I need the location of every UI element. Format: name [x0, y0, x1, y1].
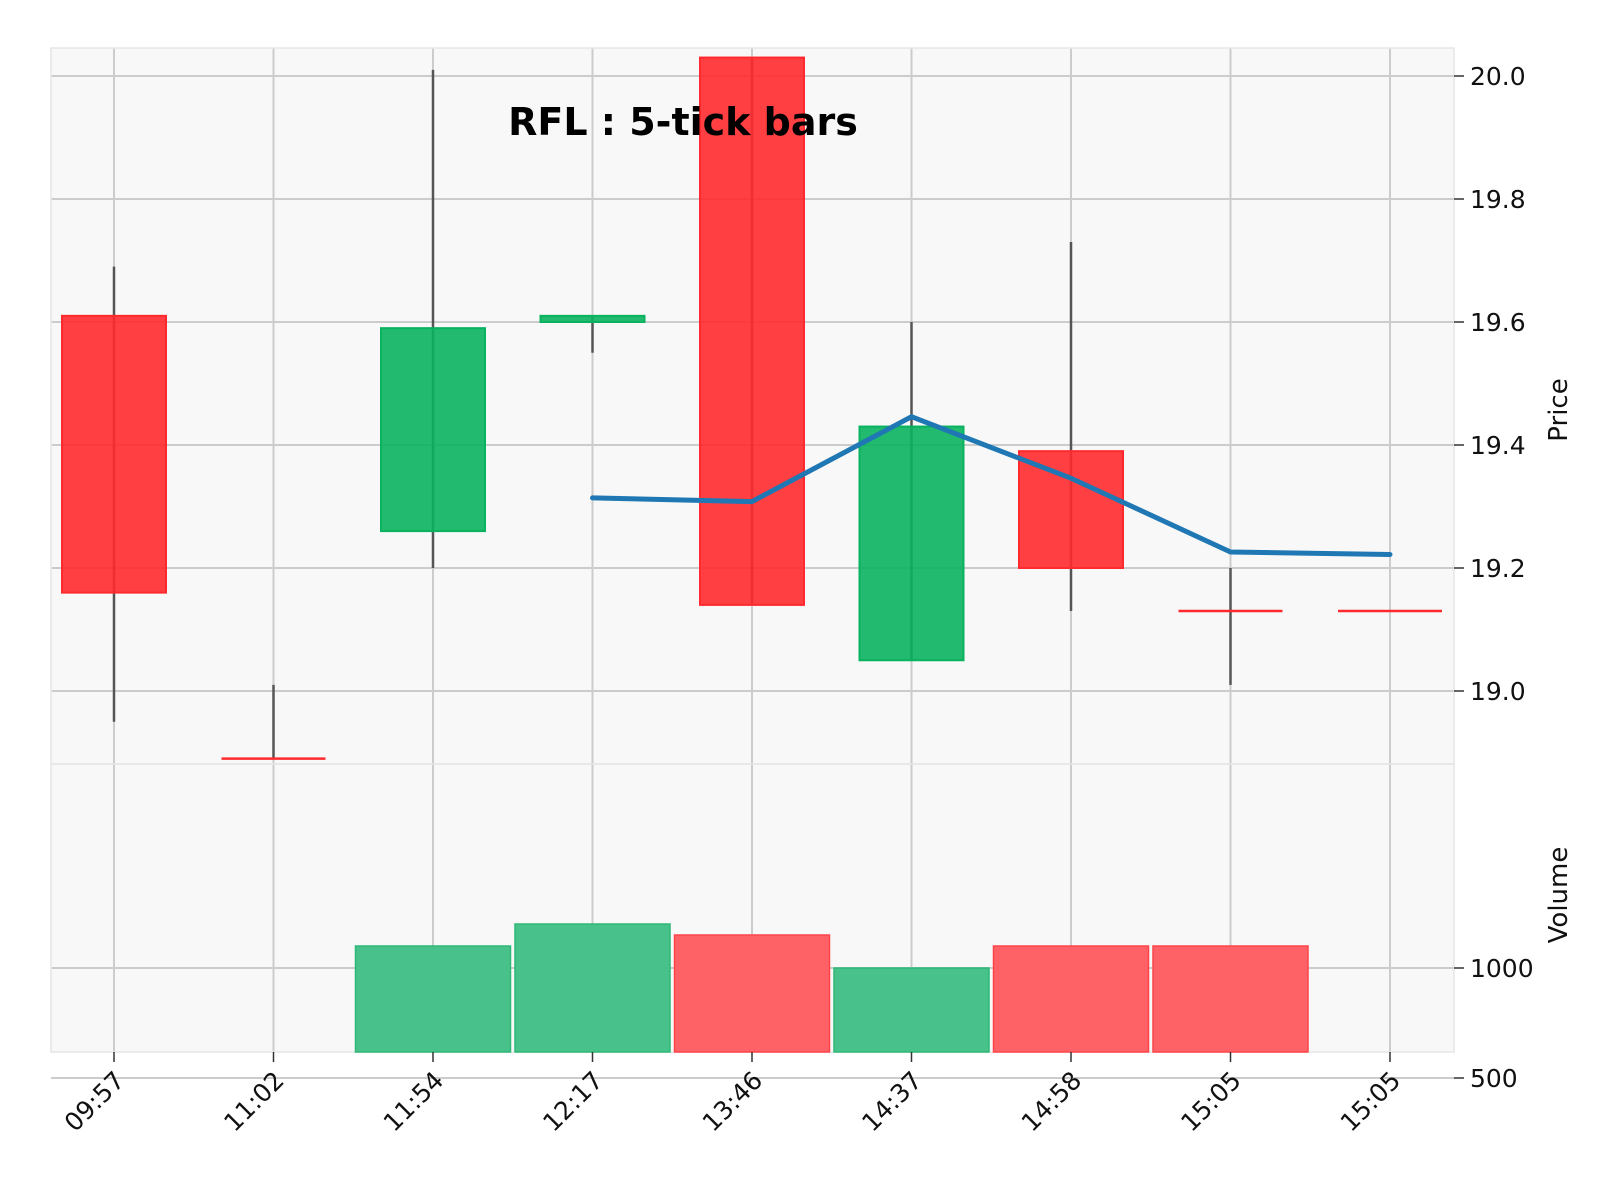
candle-body [61, 314, 167, 594]
moving-average-line [590, 414, 1393, 557]
price-tick-label: 19.2 [1470, 554, 1526, 583]
candle-body [539, 314, 646, 324]
chart-title: RFL : 5-tick bars [508, 100, 858, 144]
price-tick-label: 19.0 [1470, 677, 1526, 706]
x-tick-label: 11:54 [378, 1066, 449, 1137]
price-tick-label: 19.6 [1470, 308, 1526, 337]
candle-body [1018, 450, 1124, 569]
candles [61, 56, 1442, 760]
volume-bar [673, 934, 831, 1053]
volume-bar [514, 923, 671, 1053]
volume-bar [1152, 945, 1309, 1053]
x-tick-label: 13:46 [697, 1066, 768, 1137]
candle-body [699, 56, 805, 606]
candle-body [380, 327, 486, 533]
volume-tick-label: 500 [1470, 1064, 1518, 1093]
volume-bar [354, 945, 512, 1053]
x-tick-label: 14:58 [1016, 1066, 1087, 1137]
x-tick-label: 11:02 [218, 1066, 289, 1137]
price-axis-label: Price [1544, 378, 1574, 441]
price-tick-label: 20.0 [1470, 62, 1526, 91]
volume-axis-label: Volume [1544, 847, 1574, 944]
price-tick-label: 19.4 [1470, 431, 1526, 460]
x-tick-label: 15:05 [1335, 1066, 1406, 1137]
candle-body [858, 425, 965, 662]
volume-bar [992, 945, 1150, 1053]
x-tick-label: 12:17 [537, 1066, 608, 1137]
volume-bars [354, 923, 1309, 1053]
price-tick-label: 19.8 [1470, 185, 1526, 214]
x-tick-label: 15:05 [1175, 1066, 1246, 1137]
volume-tick-label: 1000 [1470, 954, 1534, 983]
x-tick-label: 09:57 [59, 1066, 130, 1137]
moving-average-path [590, 414, 1393, 557]
volume-bar [833, 967, 990, 1053]
x-tick-label: 14:37 [856, 1066, 927, 1137]
